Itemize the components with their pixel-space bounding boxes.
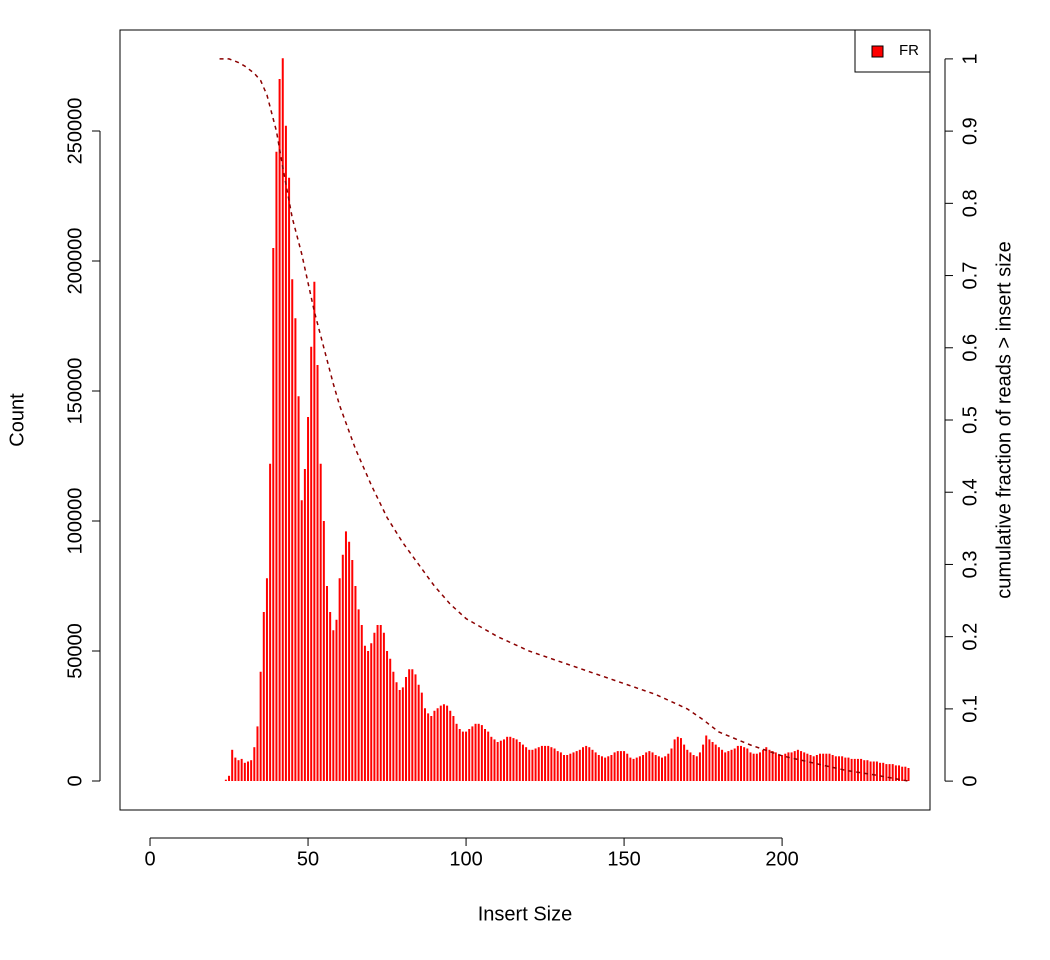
y2-tick-label: 0.9 xyxy=(959,117,981,145)
y2-tick-label: 0.7 xyxy=(959,262,981,290)
y-tick-label: 250000 xyxy=(64,98,86,165)
y2-tick-label: 0.3 xyxy=(959,551,981,579)
x-axis-title: Insert Size xyxy=(478,903,572,925)
y2-tick-label: 0.4 xyxy=(959,478,981,506)
x-tick-label: 0 xyxy=(144,848,155,870)
legend-swatch xyxy=(871,45,884,58)
y2-tick-label: 0.1 xyxy=(959,695,981,723)
y2-tick-label: 0.5 xyxy=(959,406,981,434)
y-tick-label: 150000 xyxy=(64,358,86,425)
y-tick-label: 200000 xyxy=(64,228,86,295)
y2-tick-label: 1 xyxy=(959,53,981,64)
x-tick-label: 150 xyxy=(607,848,640,870)
x-tick-label: 100 xyxy=(449,848,482,870)
x-tick-label: 200 xyxy=(765,848,798,870)
y-tick-label: 50000 xyxy=(64,623,86,679)
y2-tick-label: 0.2 xyxy=(959,623,981,651)
y2-tick-label: 0 xyxy=(959,776,981,787)
y2-tick-label: 0.8 xyxy=(959,189,981,217)
y2-axis-title: cumulative fraction of reads > insert si… xyxy=(993,241,1015,598)
legend-label: FR xyxy=(899,42,919,59)
legend-box xyxy=(854,29,931,73)
x-tick-label: 50 xyxy=(297,848,319,870)
y-tick-label: 100000 xyxy=(64,488,86,555)
y2-tick-label: 0.6 xyxy=(959,334,981,362)
cumulative-line xyxy=(219,58,909,782)
plot-frame xyxy=(119,29,931,811)
y-axis-title: Count xyxy=(6,393,28,447)
y-tick-label: 0 xyxy=(64,775,86,786)
